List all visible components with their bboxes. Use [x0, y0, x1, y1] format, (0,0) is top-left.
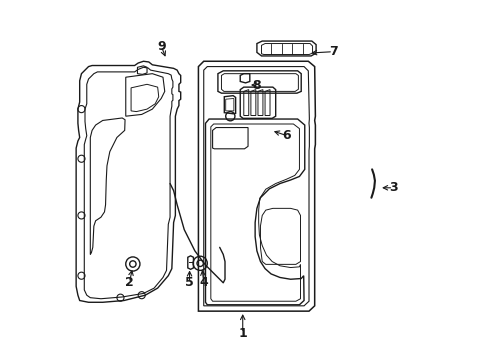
- Text: 4: 4: [199, 276, 208, 289]
- Text: 5: 5: [185, 276, 194, 289]
- Text: 6: 6: [282, 129, 291, 142]
- Text: 2: 2: [124, 276, 133, 289]
- Text: 7: 7: [328, 45, 337, 58]
- Text: 9: 9: [157, 40, 165, 53]
- Text: 1: 1: [238, 327, 246, 339]
- Text: 3: 3: [388, 181, 397, 194]
- Text: 8: 8: [252, 78, 261, 91]
